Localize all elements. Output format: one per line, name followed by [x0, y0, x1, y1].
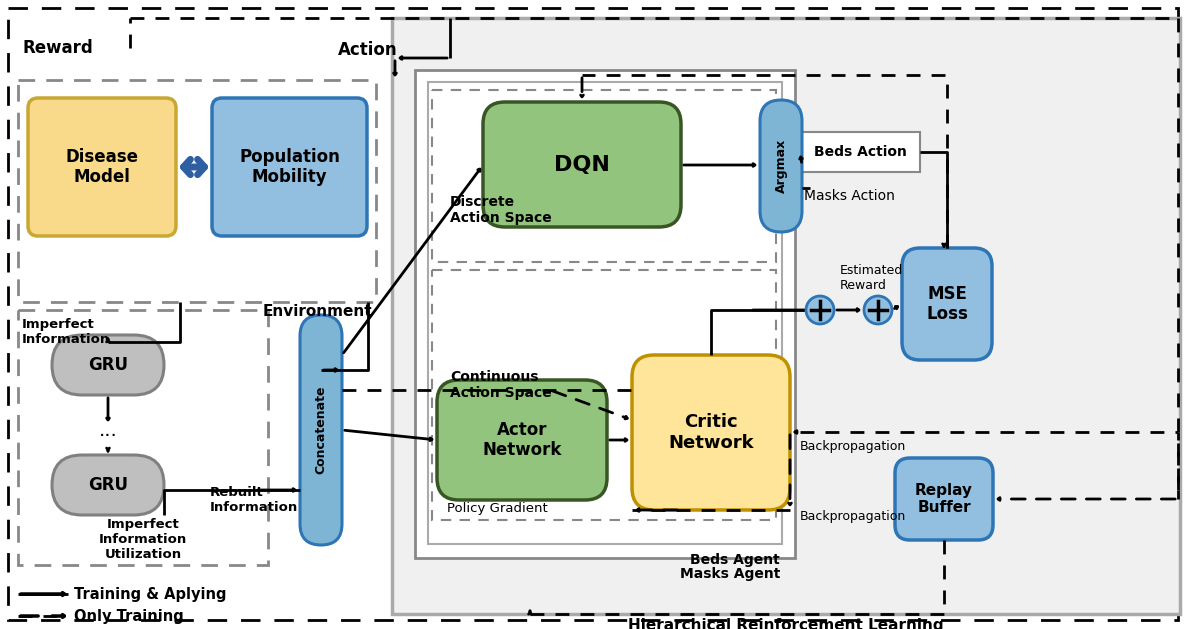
Text: MSE
Loss: MSE Loss [926, 284, 967, 323]
Bar [432, 90, 776, 262]
Bar [429, 82, 782, 544]
FancyBboxPatch shape [631, 355, 791, 510]
Text: Disease
Model: Disease Model [65, 148, 139, 186]
Bar [415, 70, 795, 558]
Text: GRU: GRU [88, 476, 128, 494]
Text: Imperfect
Information
Utilization: Imperfect Information Utilization [99, 518, 188, 561]
Text: Backpropagation: Backpropagation [800, 440, 906, 453]
Text: Discrete
Action Space: Discrete Action Space [450, 195, 552, 225]
FancyBboxPatch shape [28, 98, 176, 236]
FancyBboxPatch shape [212, 98, 367, 236]
Text: GRU: GRU [88, 356, 128, 374]
Text: Action: Action [338, 41, 398, 59]
Text: Beds Agent: Beds Agent [691, 553, 780, 567]
FancyBboxPatch shape [483, 102, 681, 227]
Text: Policy Gradient: Policy Gradient [447, 502, 547, 515]
Text: Replay
Buffer: Replay Buffer [915, 483, 973, 515]
FancyBboxPatch shape [437, 380, 607, 500]
Text: Imperfect
Information: Imperfect Information [23, 318, 110, 346]
Bar [392, 18, 1180, 614]
Text: Masks Action: Masks Action [804, 189, 895, 203]
Text: ···: ··· [99, 426, 118, 445]
Text: Masks Agent: Masks Agent [680, 567, 780, 581]
Bar [18, 310, 268, 565]
Text: Backpropagation: Backpropagation [800, 510, 906, 523]
Circle shape [806, 296, 834, 324]
Circle shape [864, 296, 891, 324]
Bar [432, 270, 776, 520]
Text: Concatenate: Concatenate [315, 386, 328, 474]
Text: Environment: Environment [262, 304, 372, 319]
FancyBboxPatch shape [902, 248, 992, 360]
Text: Only Training: Only Training [74, 608, 184, 623]
Text: Hierarchical Reinforcement Learning: Hierarchical Reinforcement Learning [628, 618, 944, 629]
FancyBboxPatch shape [895, 458, 994, 540]
Bar [18, 80, 376, 302]
Text: DQN: DQN [554, 155, 610, 174]
Text: Estimated
Reward: Estimated Reward [840, 264, 903, 292]
Text: Actor
Network: Actor Network [482, 421, 561, 459]
FancyBboxPatch shape [52, 335, 164, 395]
Text: Population
Mobility: Population Mobility [239, 148, 339, 186]
Text: Critic
Network: Critic Network [668, 413, 754, 452]
Text: Beds Action: Beds Action [813, 145, 907, 159]
Text: Reward: Reward [23, 39, 93, 57]
Text: Argmax: Argmax [774, 139, 787, 193]
Bar [800, 132, 920, 172]
FancyBboxPatch shape [300, 315, 342, 545]
FancyBboxPatch shape [760, 100, 802, 232]
Text: Training & Aplying: Training & Aplying [74, 586, 227, 601]
Text: Rebuilt
Information: Rebuilt Information [210, 486, 298, 514]
FancyBboxPatch shape [52, 455, 164, 515]
Text: Continuous
Action Space: Continuous Action Space [450, 370, 552, 400]
